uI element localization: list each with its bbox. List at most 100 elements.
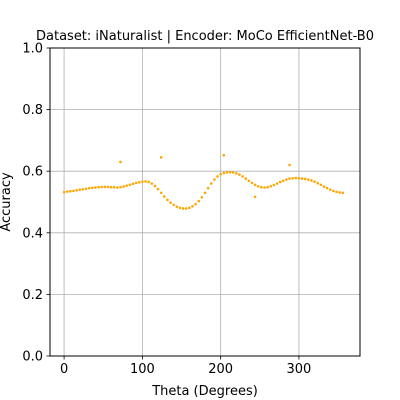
data-point (294, 176, 298, 180)
y-tick-label: 0.6 (22, 165, 43, 180)
data-point (300, 177, 304, 180)
data-point (213, 178, 216, 181)
data-point (75, 188, 78, 192)
x-tick-label: 0 (60, 362, 68, 377)
data-point (134, 181, 138, 185)
data-point (281, 179, 285, 183)
data-point (194, 202, 197, 206)
data-point (272, 183, 276, 187)
data-point (184, 207, 188, 210)
x-axis-label: Theta (Degrees) (151, 384, 258, 399)
data-point (191, 205, 194, 208)
data-point (100, 185, 103, 189)
y-tick-label: 0.2 (22, 288, 43, 303)
data-point (175, 205, 179, 208)
data-point (137, 180, 141, 184)
data-point (69, 189, 72, 193)
data-point (328, 188, 332, 191)
data-point (62, 190, 66, 194)
axis-ticks: 0 100 200 300 0.0 0.2 0.4 0.6 0.8 1.0 (22, 42, 311, 378)
data-point (122, 185, 125, 188)
data-point (178, 206, 182, 210)
data-point (222, 171, 226, 175)
data-point (131, 182, 135, 186)
data-point (338, 191, 341, 194)
data-point (119, 160, 122, 164)
data-point (241, 175, 244, 178)
data-point (335, 190, 338, 194)
data-point (197, 199, 201, 203)
data-point (307, 178, 310, 181)
data-point (84, 187, 88, 191)
data-point (263, 186, 266, 189)
data-point (332, 189, 335, 193)
data-point (285, 178, 288, 181)
data-point (109, 185, 113, 189)
data-point (275, 182, 279, 185)
data-point (253, 183, 257, 187)
data-point (65, 190, 69, 193)
data-point (90, 186, 94, 190)
data-point (216, 175, 219, 178)
x-tick-label: 300 (287, 362, 312, 377)
data-point (153, 184, 157, 188)
data-point (231, 171, 235, 174)
data-point (235, 172, 238, 175)
data-point (94, 186, 97, 189)
data-point (310, 179, 313, 182)
data-point (247, 179, 251, 183)
y-tick-label: 0.0 (22, 350, 43, 365)
data-point (209, 182, 213, 185)
data-point (172, 203, 175, 207)
x-tick-label: 200 (208, 362, 233, 377)
data-point (72, 189, 75, 193)
data-point (206, 186, 210, 190)
y-tick-label: 0.8 (22, 103, 43, 118)
data-point (159, 191, 163, 195)
data-point (269, 184, 273, 188)
x-tick-label: 100 (130, 362, 155, 377)
data-point (244, 177, 248, 180)
data-point (303, 177, 307, 181)
data-point (203, 191, 207, 195)
data-point (250, 181, 254, 185)
data-point (313, 180, 316, 183)
data-point (144, 180, 147, 183)
y-axis-label: Accuracy (0, 172, 14, 232)
data-point (253, 195, 257, 199)
plot-area-frame (49, 47, 361, 357)
data-point (322, 185, 326, 188)
data-point (288, 177, 291, 180)
data-point (200, 196, 204, 199)
data-point (188, 206, 191, 210)
data-point (228, 170, 232, 174)
data-point (162, 195, 166, 198)
data-point (291, 176, 294, 180)
data-point (81, 188, 85, 191)
data-point (150, 182, 154, 185)
data-point (225, 171, 229, 174)
data-point (125, 184, 129, 187)
data-point (156, 187, 160, 191)
data-point (325, 186, 329, 190)
y-tick-label: 1.0 (22, 42, 43, 57)
data-point (297, 176, 301, 180)
data-point (119, 185, 122, 189)
data-point (278, 180, 282, 184)
data-point (288, 163, 291, 167)
data-point (78, 188, 82, 191)
data-point (181, 207, 185, 210)
data-point (319, 183, 323, 187)
y-tick-label: 0.4 (22, 226, 43, 241)
data-point (128, 183, 132, 187)
data-point (159, 156, 163, 159)
data-point (141, 180, 144, 183)
data-point (219, 172, 222, 176)
data-point (341, 191, 345, 195)
chart-title: Dataset: iNaturalist | Encoder: MoCo Eff… (36, 29, 374, 44)
data-point (97, 185, 100, 189)
data-point (87, 186, 91, 190)
data-point (266, 185, 269, 189)
data-point (112, 185, 116, 189)
